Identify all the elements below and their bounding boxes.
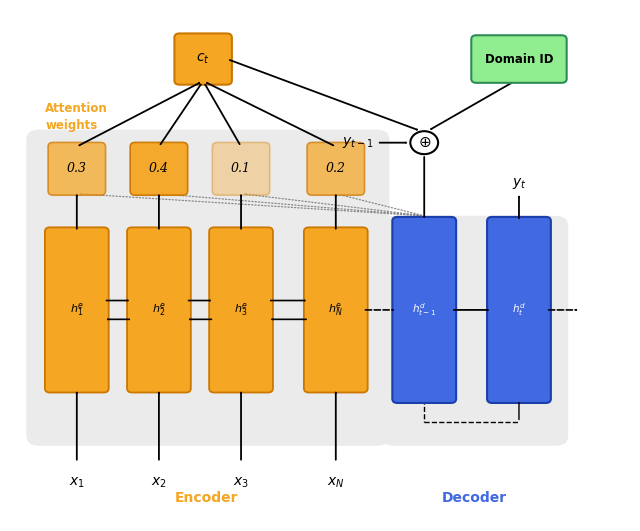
Circle shape [410,131,438,154]
Text: 0.3: 0.3 [67,162,87,175]
Text: $h_{t-1}^d$: $h_{t-1}^d$ [412,302,436,318]
Text: $h_1^e$: $h_1^e$ [70,302,84,319]
Text: $y_t$: $y_t$ [511,176,526,191]
Text: $x_3$: $x_3$ [233,475,249,490]
FancyBboxPatch shape [304,227,368,392]
FancyBboxPatch shape [382,216,568,446]
Text: $c_t$: $c_t$ [196,52,210,66]
FancyBboxPatch shape [127,227,191,392]
Text: 0.1: 0.1 [231,162,251,175]
Text: $x_N$: $x_N$ [327,475,344,490]
FancyBboxPatch shape [209,227,273,392]
FancyBboxPatch shape [175,33,232,84]
Text: $y_{t-1}$: $y_{t-1}$ [342,135,374,150]
Text: 0.4: 0.4 [149,162,169,175]
FancyBboxPatch shape [26,130,390,446]
Text: 0.2: 0.2 [326,162,346,175]
Text: Decoder: Decoder [442,491,508,505]
FancyBboxPatch shape [392,217,456,403]
Text: $h_3^e$: $h_3^e$ [234,302,248,319]
Text: $h_2^e$: $h_2^e$ [152,302,166,319]
FancyBboxPatch shape [48,142,106,195]
Text: Encoder: Encoder [175,491,238,505]
FancyBboxPatch shape [307,142,365,195]
Text: $\oplus$: $\oplus$ [417,135,431,150]
FancyBboxPatch shape [130,142,188,195]
Text: Attention
weights: Attention weights [45,101,108,132]
FancyBboxPatch shape [487,217,551,403]
Text: Domain ID: Domain ID [484,53,553,65]
FancyBboxPatch shape [471,35,566,83]
FancyBboxPatch shape [212,142,270,195]
Text: $x_2$: $x_2$ [151,475,167,490]
FancyBboxPatch shape [45,227,109,392]
Text: $x_1$: $x_1$ [69,475,84,490]
Text: $h_t^d$: $h_t^d$ [512,302,526,318]
Text: $h_N^e$: $h_N^e$ [328,302,343,319]
